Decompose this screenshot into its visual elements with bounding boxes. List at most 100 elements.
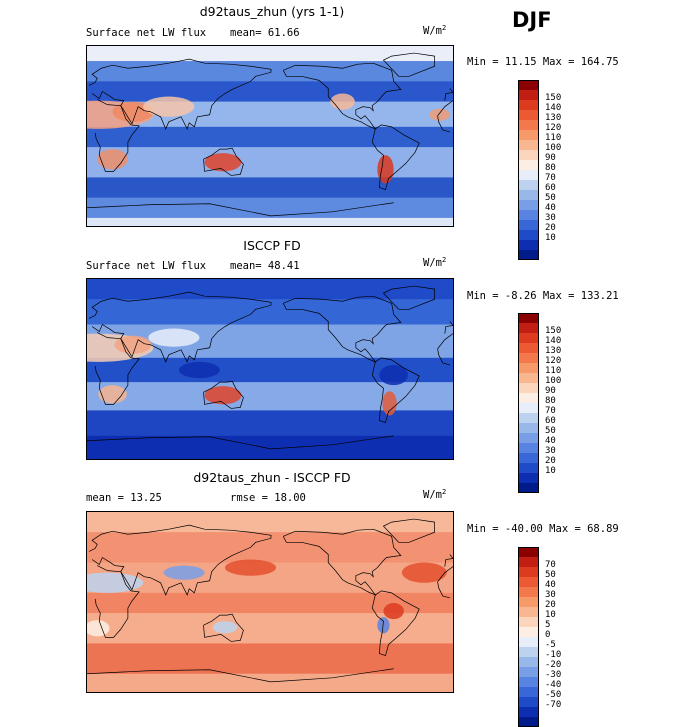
colorbar-tick-label: 5 — [545, 620, 551, 630]
coastline — [444, 554, 453, 567]
colorbar-tick-label: 20 — [545, 223, 556, 233]
coastline — [203, 613, 244, 642]
colorbar-tick-label: 90 — [545, 153, 556, 163]
colorbar-tick-label: -20 — [545, 660, 562, 670]
panel-3-mean-label: mean = 13.25 — [86, 492, 162, 504]
panel-3-minmax: Min = -40.00 Max = 68.89 — [467, 523, 619, 535]
panel-3-units: W/m2 — [423, 488, 447, 501]
colorbar-swatch — [518, 453, 539, 463]
latitude-band — [87, 410, 453, 436]
panel-3-map-field — [87, 512, 453, 692]
colorbar-swatch — [518, 120, 539, 130]
coastline — [437, 581, 450, 599]
colorbar-swatch — [518, 373, 539, 383]
colorbar-swatch — [518, 100, 539, 110]
colorbar-swatch — [518, 667, 539, 677]
colorbar-swatch — [518, 140, 539, 150]
panel-2-minmax: Min = -8.26 Max = 133.21 — [467, 290, 619, 302]
field-anomaly — [87, 572, 144, 593]
colorbar-tick-label: 120 — [545, 356, 562, 366]
colorbar-swatch — [518, 90, 539, 100]
coastline — [282, 62, 402, 130]
colorbar-swatch — [518, 607, 539, 617]
colorbar-frame — [518, 313, 539, 493]
season-label: DJF — [512, 8, 552, 32]
colorbar-swatch — [518, 617, 539, 627]
panel-2-map — [86, 278, 454, 460]
colorbar-tick-label: -10 — [545, 650, 562, 660]
colorbar-tick-label: 80 — [545, 396, 556, 406]
coastline — [382, 285, 435, 310]
colorbar-tick-label: 120 — [545, 123, 562, 133]
colorbar-tick-label: 30 — [545, 213, 556, 223]
coastline — [437, 333, 453, 349]
colorbar-swatch — [518, 687, 539, 697]
colorbar-swatch — [518, 637, 539, 647]
colorbar-tick-label: 150 — [545, 326, 562, 336]
latitude-band — [87, 673, 453, 692]
colorbar-tick-label: 70 — [545, 406, 556, 416]
colorbar-swatch — [518, 363, 539, 373]
latitude-band — [87, 512, 453, 533]
latitude-band — [87, 81, 453, 102]
colorbar-swatch — [518, 353, 539, 363]
colorbar-swatch — [518, 547, 539, 557]
colorbar-tick-label: 100 — [545, 376, 562, 386]
panel-2-units: W/m2 — [423, 256, 447, 269]
field-anomaly — [330, 93, 355, 110]
latitude-band — [87, 126, 453, 148]
coastline — [94, 332, 140, 405]
colorbar-tick-label: 130 — [545, 346, 562, 356]
coastline — [270, 435, 394, 450]
field-anomaly — [429, 108, 450, 121]
colorbar-swatch — [518, 577, 539, 587]
field-anomaly — [148, 328, 200, 347]
colorbar-swatch — [518, 323, 539, 333]
colorbar-swatch — [518, 130, 539, 140]
colorbar-swatch — [518, 657, 539, 667]
colorbar-tick-label: 50 — [545, 426, 556, 436]
panel-2-title: ISCCP FD — [243, 238, 301, 253]
panel-1-units: W/m2 — [423, 24, 447, 37]
field-anomaly — [204, 386, 242, 405]
coastline — [437, 115, 450, 133]
colorbar-tick-label: 30 — [545, 590, 556, 600]
colorbar-tick-label: 20 — [545, 600, 556, 610]
coastline — [87, 203, 272, 217]
latitude-band — [87, 382, 453, 411]
coastline — [94, 99, 140, 172]
colorbar-tick-label: 140 — [545, 103, 562, 113]
colorbar-frame — [518, 80, 539, 260]
panel-1-map-field — [87, 46, 453, 226]
field-anomaly — [204, 153, 242, 172]
colorbar-swatch — [518, 343, 539, 353]
colorbar-tick-label: 30 — [545, 446, 556, 456]
colorbar-swatch — [518, 433, 539, 443]
panel-3-rmse-label: rmse = 18.00 — [230, 492, 306, 504]
field-anomaly — [377, 617, 390, 634]
field-anomaly — [143, 96, 195, 117]
colorbar-tick-label: 140 — [545, 336, 562, 346]
field-anomaly — [379, 364, 408, 386]
coastline — [88, 291, 272, 363]
colorbar-swatch — [518, 443, 539, 453]
colorbar-tick-label: 40 — [545, 203, 556, 213]
colorbar-swatch — [518, 557, 539, 567]
colorbar-swatch — [518, 210, 539, 220]
colorbar-tick-label: 40 — [545, 580, 556, 590]
panel-3-title: d92taus_zhun - ISCCP FD — [193, 470, 351, 485]
field-anomaly — [212, 621, 238, 634]
latitude-band — [87, 532, 453, 563]
field-anomaly — [163, 565, 205, 580]
coastline — [437, 100, 453, 116]
coastline — [382, 518, 435, 543]
latitude-band — [87, 147, 453, 178]
colorbar-tick-label: -70 — [545, 700, 562, 710]
colorbar-swatch — [518, 313, 539, 323]
coastline — [203, 147, 244, 176]
panel-1-mean-label: mean= 61.66 — [230, 27, 300, 39]
colorbar-tick-label: 70 — [545, 173, 556, 183]
colorbar-swatch — [518, 627, 539, 637]
colorbar-tick-label: 150 — [545, 93, 562, 103]
colorbar-swatch — [518, 160, 539, 170]
